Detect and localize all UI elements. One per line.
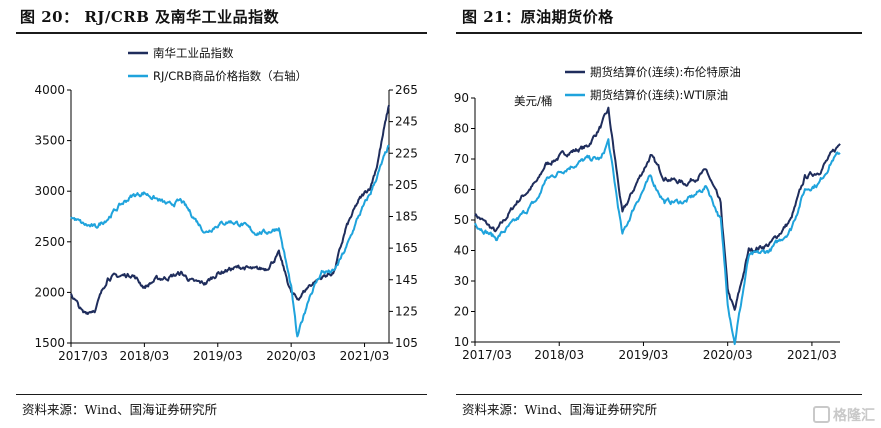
right-x-tick-label: 2021/03 [787,348,837,362]
left-series-1-line [70,104,390,315]
left-y-tick-label: 4000 [34,83,65,97]
left-y2-tick-label: 205 [395,178,418,192]
left-y2-tick-label: 105 [395,336,418,350]
right-x-tick-label: 2017/03 [462,348,512,362]
right-y-tick-label: 30 [454,274,469,288]
right-title-rule [456,32,862,34]
left-x-tick-label: 2021/03 [340,349,390,363]
left-x-tick-label: 2018/03 [119,349,169,363]
left-source-note: 资料来源：Wind、国海证券研究所 [22,402,218,417]
right-legend-series-2-label: 期货结算价(连续):WTI原油 [590,88,728,102]
left-title-rule [16,32,427,34]
right-y-tick-label: 60 [454,183,469,197]
right-y-tick-label: 90 [454,91,469,105]
left-y2-tick-label: 265 [395,83,418,97]
right-series-2-line [474,138,841,346]
right-legend-series-1-label: 期货结算价(连续):布伦特原油 [590,65,741,79]
left-source-rule [16,394,427,395]
right-y-tick-label: 50 [454,213,469,227]
right-y-tick-label: 80 [454,122,469,136]
right-y-tick-label: 40 [454,244,469,258]
left-y-tick-label: 1500 [34,336,65,350]
left-x-tick-label: 2017/03 [58,349,108,363]
left-series-2-line [70,144,390,338]
left-chart: 南华工业品指数 RJ/CRB商品价格指数（右轴） 1500 2000 2500 300… [34,46,417,363]
left-y2-tick-label: 245 [395,115,418,129]
left-legend-series-1-label: 南华工业品指数 [153,46,234,60]
right-y-tick-label: 20 [454,305,469,319]
right-y-tick-label: 70 [454,152,469,166]
watermark-text: 格隆汇 [833,408,875,424]
left-y2-tick-label: 165 [395,241,418,255]
right-series-1-line [474,106,841,311]
left-legend-series-2-label: RJ/CRB商品价格指数（右轴） [153,69,307,83]
right-x-tick-label: 2019/03 [619,348,669,362]
left-x-tick-label: 2019/03 [193,349,243,363]
right-figure-title: 图 21：原油期货价格 [462,8,614,26]
watermark-logo-icon [813,406,830,423]
left-y2-tick-label: 125 [395,304,418,318]
right-x-tick-label: 2020/03 [703,348,753,362]
left-y-tick-label: 2000 [34,285,65,299]
watermark: 格隆汇 [813,405,875,425]
right-unit-label: 美元/桶 [514,94,552,108]
right-source-note: 资料来源：Wind、国海证券研究所 [462,402,658,417]
right-x-tick-label: 2018/03 [534,348,584,362]
left-x-tick-label: 2020/03 [266,349,316,363]
left-y2-tick-label: 185 [395,210,418,224]
left-y2-tick-label: 145 [395,273,418,287]
left-y-tick-label: 2500 [34,235,65,249]
right-y-tick-label: 10 [454,335,469,349]
left-figure-title: 图 20： RJ/CRB 及南华工业品指数 [20,8,280,26]
right-chart: 期货结算价(连续):布伦特原油 期货结算价(连续):WTI原油 美元/桶 102… [454,65,841,362]
left-y-tick-label: 3000 [34,184,65,198]
left-y-tick-label: 3500 [34,134,65,148]
right-source-rule [456,394,862,395]
left-y2-tick-label: 225 [395,146,418,160]
